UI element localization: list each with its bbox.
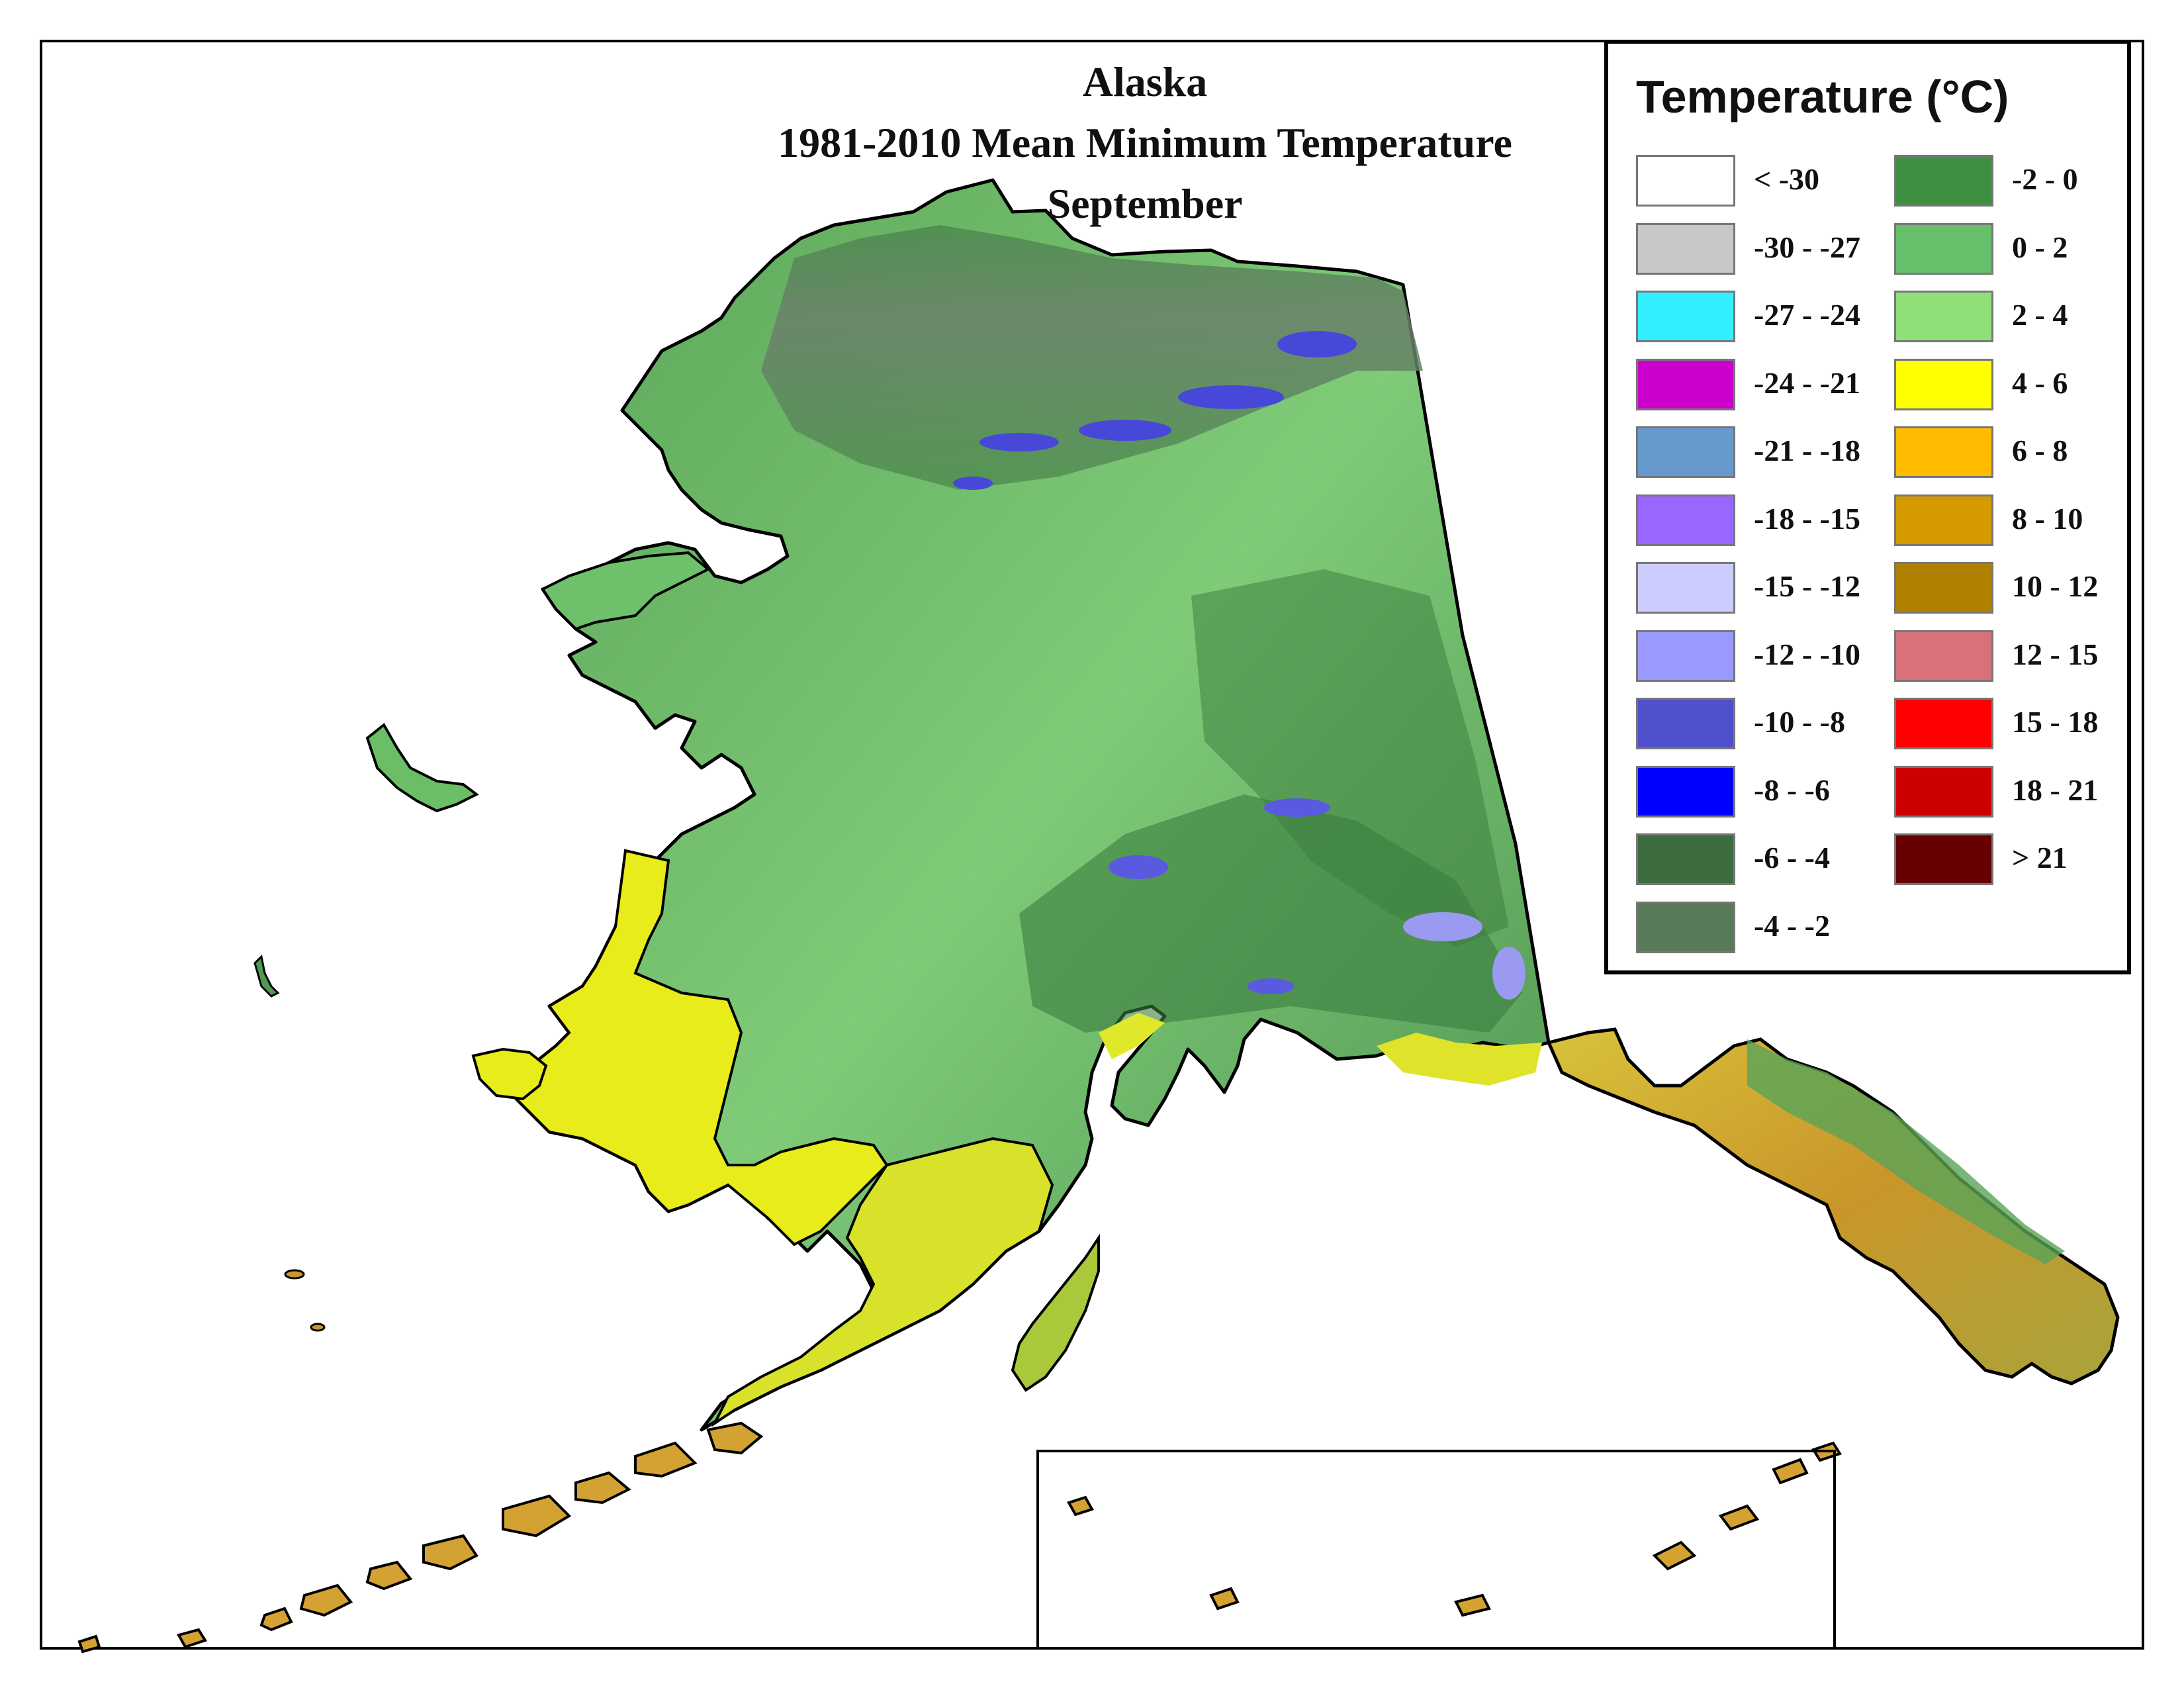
st-lawrence-island [365,722,479,813]
interior-highlands [1191,569,1509,947]
legend-label: 10 - 12 [2012,569,2099,603]
legend-item: -12 - -10 [1636,630,1888,684]
aleutian-inset-frame [1036,1450,1836,1650]
panhandle-inland-green [1747,1039,2065,1264]
alaska-range-region [1019,794,1522,1033]
legend-swatch [1636,155,1735,207]
map-title: Alaska 1981-2010 Mean Minimum Temperatur… [662,52,1628,234]
legend-item: -2 - 0 [1894,155,2146,209]
legend-item: 12 - 15 [1894,630,2146,684]
legend-label: -12 - -10 [1754,637,1860,671]
legend-swatch [1636,562,1735,614]
legend-label: -8 - -6 [1754,773,1830,807]
legend-label: -27 - -24 [1754,298,1860,332]
legend-item: 18 - 21 [1894,765,2146,820]
legend-label: > 21 [2012,841,2068,874]
title-region: Alaska [1082,58,1208,105]
brooks-range-cold-patches [953,331,1357,490]
aleutian-islands [77,1421,764,1654]
alaska-peninsula [711,1137,1054,1427]
legend-swatch [1636,630,1735,682]
legend-item: < -30 [1636,155,1888,209]
legend-swatch [1894,562,1993,614]
legend-label: 15 - 18 [2012,705,2099,739]
legend-item: -18 - -15 [1636,494,1888,549]
legend-label: -4 - -2 [1754,908,1830,943]
legend-label: -2 - 0 [2012,162,2078,196]
legend-swatch [1636,358,1735,410]
legend-swatch [1894,222,1993,275]
legend-item: -30 - -27 [1636,222,1888,277]
legend-swatch [1636,765,1735,818]
legend-item: -8 - -6 [1636,765,1888,820]
southeast-panhandle [1546,1027,2120,1385]
pribilof-island-2 [310,1323,326,1332]
legend-item: -24 - -21 [1636,358,1888,413]
legend-swatch [1894,358,1993,410]
legend-swatch [1636,426,1735,478]
legend-label: 6 - 8 [2012,434,2068,467]
pribilof-island [284,1269,305,1280]
legend-swatch [1894,426,1993,478]
legend-item: 0 - 2 [1894,222,2146,277]
legend-label: 8 - 10 [2012,501,2083,536]
legend-item: > 21 [1894,833,2146,888]
seward-peninsula [541,551,711,631]
legend-item: 4 - 6 [1894,358,2146,413]
legend-label: 18 - 21 [2012,773,2099,807]
legend-swatch [1636,494,1735,546]
legend-swatch [1636,222,1735,275]
alaska-range-cold-patches [1109,798,1525,1000]
nunivak-island [471,1047,548,1101]
legend-item: -15 - -12 [1636,562,1888,616]
legend-item: 2 - 4 [1894,291,2146,345]
legend-label: -30 - -27 [1754,230,1860,264]
legend-label: -10 - -8 [1754,705,1845,739]
st-matthew-island [253,954,280,998]
legend-swatch [1894,155,1993,207]
prince-william-sound-coast [1377,1033,1542,1086]
legend-label: -21 - -18 [1754,434,1860,467]
legend-swatch [1636,833,1735,885]
legend-label: 2 - 4 [2012,298,2068,332]
legend-swatch [1894,291,1993,342]
legend-label: 4 - 6 [2012,365,2068,400]
southcentral-coast [1099,1013,1165,1059]
legend-item: -21 - -18 [1636,426,1888,481]
legend-swatch [1894,765,1993,818]
legend-swatch [1894,698,1993,749]
legend-label: 0 - 2 [2012,230,2068,264]
temperature-legend: Temperature (°C) < -30 -30 - -27 -27 - -24… [1604,40,2131,974]
legend-label: -24 - -21 [1754,365,1860,400]
legend-item: 15 - 18 [1894,698,2146,752]
legend-label: -15 - -12 [1754,569,1860,603]
legend-title: Temperature (°C) [1636,71,2009,122]
title-variable: 1981-2010 Mean Minimum Temperature [778,119,1512,166]
legend-swatch [1636,901,1735,953]
legend-item: -4 - -2 [1636,901,1888,956]
legend-label: -18 - -15 [1754,501,1860,536]
legend-item: -10 - -8 [1636,698,1888,752]
north-slope-region [761,225,1423,490]
legend-item: 8 - 10 [1894,494,2146,549]
legend-item: -6 - -4 [1636,833,1888,888]
legend-swatch [1894,494,1993,546]
yukon-kuskokwim-coast [514,849,889,1246]
legend-item: 10 - 12 [1894,562,2146,616]
legend-swatch [1894,630,1993,682]
legend-swatch [1636,698,1735,749]
legend-label: 12 - 15 [2012,637,2099,671]
legend-item: 6 - 8 [1894,426,2146,481]
legend-swatch [1894,833,1993,885]
legend-label: -6 - -4 [1754,841,1830,874]
legend-swatch [1636,291,1735,342]
legend-label: < -30 [1754,162,1820,196]
inset-aleutian-islands [1067,1441,1843,1617]
legend-item: -27 - -24 [1636,291,1888,345]
title-month: September [1047,180,1243,227]
kodiak-island [1011,1233,1100,1392]
